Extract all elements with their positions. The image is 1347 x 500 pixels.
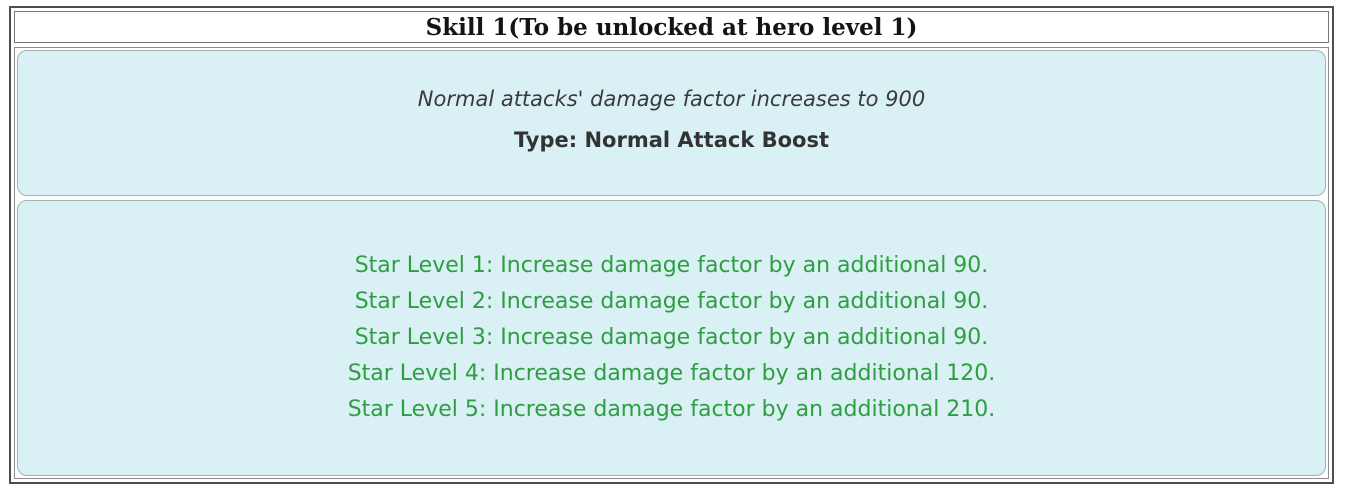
skill-type-text: Type: Normal Attack Boost [513, 127, 830, 152]
star-level-line: Star Level 3: Increase damage factor by … [354, 325, 989, 350]
skill-description-panel: Normal attacks' damage factor increases … [17, 50, 1326, 196]
skill-description-text: Normal attacks' damage factor increases … [417, 86, 926, 111]
skill-title: Skill 1(To be unlocked at hero level 1) [425, 13, 918, 41]
skill-body-cell: Normal attacks' damage factor increases … [14, 47, 1329, 479]
skill-header: Skill 1(To be unlocked at hero level 1) [14, 11, 1329, 43]
star-levels-panel: Star Level 1: Increase damage factor by … [17, 200, 1326, 476]
star-level-line: Star Level 2: Increase damage factor by … [354, 289, 989, 314]
star-level-line: Star Level 4: Increase damage factor by … [347, 361, 996, 386]
skill-table: Skill 1(To be unlocked at hero level 1) … [9, 6, 1334, 484]
star-level-line: Star Level 1: Increase damage factor by … [354, 253, 989, 278]
star-level-line: Star Level 5: Increase damage factor by … [347, 397, 996, 422]
